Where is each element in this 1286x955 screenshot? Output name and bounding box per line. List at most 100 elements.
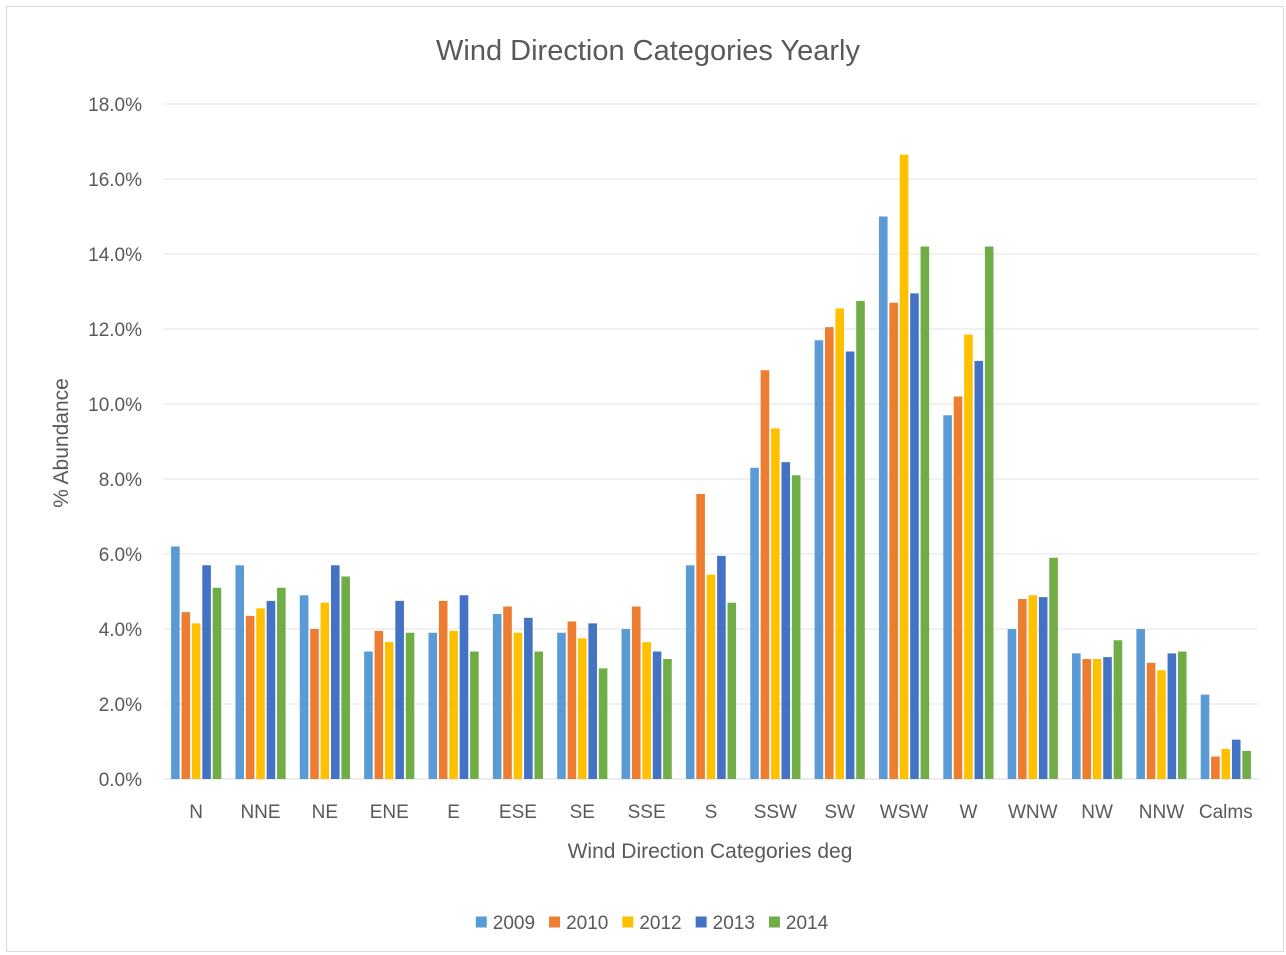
bar-2014-E (470, 651, 479, 779)
bar-2012-NW (1092, 659, 1102, 779)
bar-2013-W (974, 360, 984, 780)
legend-swatch-2014 (768, 916, 780, 928)
y-tick-label: 0.0% (99, 770, 142, 791)
bar-2013-ESE (524, 617, 533, 779)
bar-2014-Calms (1242, 750, 1251, 780)
bar-2010-Calms (1211, 756, 1220, 779)
bar-2013-S (717, 555, 726, 780)
bar-2013-NNW (1167, 653, 1177, 780)
bar-2009-ESE (492, 614, 502, 779)
x-tick-label: N (189, 802, 203, 823)
bar-2014-S (727, 602, 737, 779)
bar-2012-Calms (1221, 749, 1231, 779)
bar-2009-SSW (750, 467, 759, 779)
bar-2014-W (984, 246, 994, 779)
x-tick-label: SE (570, 802, 595, 823)
bar-2012-NNW (1157, 670, 1166, 779)
y-tick-label: 16.0% (88, 170, 142, 191)
legend-label: 2010 (566, 913, 608, 934)
bar-2014-NW (1113, 640, 1123, 779)
bar-2014-SSW (791, 475, 801, 779)
y-axis-label: % Abundance (50, 378, 73, 508)
y-tick-label: 8.0% (99, 470, 142, 491)
bar-2012-NE (320, 602, 330, 779)
y-axis-ticks: 0.0% 2.0% 4.0% 6.0% 8.0% 10.0% 12.0% 14.0% 16.0%… (88, 95, 142, 791)
bar-2010-NNW (1146, 662, 1156, 779)
bar-2010-WNW (1018, 599, 1027, 779)
bar-2009-N (171, 546, 180, 779)
bar-2013-N (202, 565, 211, 779)
bar-2013-WNW (1038, 597, 1048, 780)
bar-2009-NNE (235, 565, 245, 779)
bar-2014-N (212, 587, 222, 779)
bar-2009-WNW (1007, 629, 1017, 779)
bar-2010-S (696, 494, 705, 779)
bar-2010-SE (567, 621, 577, 779)
bar-2009-WSW (878, 216, 888, 779)
bar-2010-ENE (374, 630, 384, 780)
bar-2014-SW (856, 300, 865, 780)
x-tick-label: WNW (1008, 802, 1058, 823)
x-tick-label: NW (1081, 802, 1113, 823)
legend-swatch-2013 (695, 916, 707, 928)
bar-2013-E (459, 595, 469, 779)
bar-2009-NW (1072, 653, 1081, 780)
bar-2013-SW (845, 351, 855, 779)
bar-2014-WSW (920, 246, 930, 779)
bar-2012-WSW (899, 154, 909, 780)
bar-2012-ESE (513, 632, 523, 779)
bar-2013-WSW (910, 293, 919, 780)
bar-2014-ESE (534, 651, 544, 779)
bar-2014-NNE (277, 587, 286, 779)
bar-2009-NNW (1136, 629, 1145, 779)
bar-2012-SSW (771, 428, 780, 779)
bar-2009-ENE (364, 651, 373, 779)
bar-2010-ESE (503, 606, 512, 779)
bar-2013-NE (330, 565, 340, 779)
bar-2012-W (964, 334, 973, 780)
y-tick-label: 18.0% (88, 95, 142, 116)
legend: 2009 2010 2012 2013 2014 (475, 913, 829, 934)
x-tick-label: ENE (370, 802, 409, 823)
chart-title: Wind Direction Categories Yearly (436, 35, 860, 67)
legend-swatch-2009 (475, 916, 487, 928)
legend-label: 2012 (639, 913, 681, 934)
legend-label: 2014 (786, 913, 829, 934)
x-tick-label: NE (312, 802, 338, 823)
bar-2012-SE (577, 638, 587, 780)
bar-2009-SW (814, 340, 824, 779)
bar-2010-E (438, 600, 448, 780)
x-tick-label: NNE (240, 802, 280, 823)
bar-2010-SSW (760, 370, 770, 779)
bar-2009-Calms (1200, 694, 1210, 780)
bar-2009-W (943, 415, 952, 779)
x-tick-label: ESE (499, 802, 537, 823)
y-tick-label: 4.0% (99, 620, 142, 641)
x-tick-label: Calms (1199, 802, 1253, 823)
y-tick-label: 12.0% (88, 320, 142, 341)
legend-swatch-2012 (622, 916, 634, 928)
bar-2013-Calms (1231, 739, 1241, 780)
bar-2012-SW (835, 308, 845, 779)
bar-2014-NNW (1177, 651, 1187, 779)
x-tick-label: WSW (880, 802, 929, 823)
bar-2009-NE (299, 595, 309, 779)
x-tick-label: SSW (754, 802, 797, 823)
bar-2009-S (685, 565, 695, 779)
bar-2013-SE (588, 623, 597, 780)
y-tick-label: 6.0% (99, 545, 142, 566)
bar-2014-NE (341, 576, 350, 779)
bar-2012-E (449, 630, 458, 780)
bars (171, 154, 1251, 780)
bar-2010-NE (310, 629, 319, 779)
y-tick-label: 2.0% (99, 695, 142, 716)
x-tick-label: SW (824, 802, 855, 823)
legend-label: 2009 (493, 913, 535, 934)
bar-2009-SE (557, 632, 566, 779)
bar-2010-N (181, 612, 191, 780)
bar-2012-N (191, 623, 201, 780)
bar-2010-WSW (889, 302, 898, 779)
bar-2014-ENE (405, 632, 415, 779)
x-tick-label: S (705, 802, 718, 823)
